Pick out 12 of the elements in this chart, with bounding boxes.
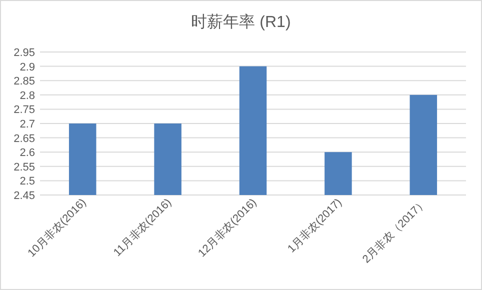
- y-tick-label: 2.8: [20, 90, 35, 102]
- y-tick-label: 2.6: [20, 147, 35, 160]
- y-tick-label: 2.55: [14, 161, 35, 174]
- y-tick-label: 2.95: [14, 47, 35, 59]
- y-tick-label: 2.5: [20, 176, 35, 188]
- chart-title: 时薪年率 (R1): [191, 13, 291, 31]
- y-tick-label: 2.7: [20, 118, 35, 130]
- y-tick-label: 2.85: [14, 76, 35, 88]
- y-tick-label: 2.65: [14, 132, 35, 145]
- y-tick-label: 2.9: [20, 61, 35, 74]
- y-tick-label: 2.45: [14, 190, 35, 202]
- y-tick-label: 2.75: [14, 104, 35, 116]
